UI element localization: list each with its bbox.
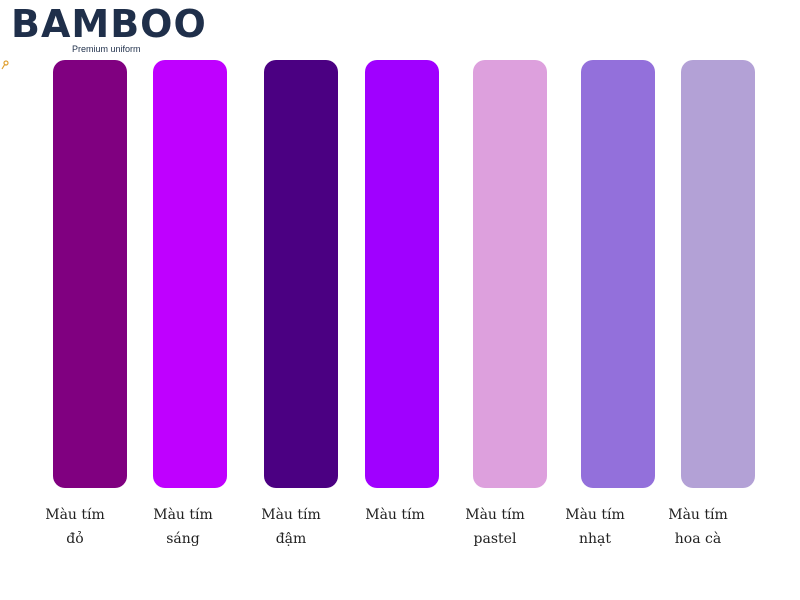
color-swatch — [473, 60, 547, 488]
logo-tagline: Premium uniform — [72, 44, 141, 54]
label-line: nhạt — [578, 531, 611, 547]
swatch-label: Màu tím đỏ — [20, 503, 130, 551]
label-line: Màu tím — [45, 507, 105, 523]
label-line: Màu tím — [565, 507, 625, 523]
swatch-label: Màu tím sáng — [128, 503, 238, 551]
swatch-label: Màu tím hoa cà — [643, 503, 753, 551]
color-swatch — [53, 60, 127, 488]
label-line: Màu tím — [668, 507, 728, 523]
color-swatch — [264, 60, 338, 488]
label-line: Màu tím — [365, 507, 425, 523]
label-line: pastel — [473, 531, 517, 547]
color-swatch — [681, 60, 755, 488]
swatch-label: Màu tím pastel — [440, 503, 550, 551]
label-line: đậm — [275, 531, 307, 547]
swatch-label: Màu tím — [340, 503, 450, 527]
color-swatch — [581, 60, 655, 488]
label-line: Màu tím — [465, 507, 525, 523]
label-line: Màu tím — [261, 507, 321, 523]
logo: BAMBOO — [11, 2, 207, 46]
swatch-label: Màu tím nhạt — [540, 503, 650, 551]
label-line: hoa cà — [674, 531, 722, 547]
label-line: đỏ — [66, 531, 84, 547]
label-line: Màu tím — [153, 507, 213, 523]
color-swatch — [365, 60, 439, 488]
key-icon — [1, 60, 9, 70]
label-line: sáng — [166, 531, 200, 547]
swatch-label: Màu tím đậm — [236, 503, 346, 551]
color-swatch — [153, 60, 227, 488]
